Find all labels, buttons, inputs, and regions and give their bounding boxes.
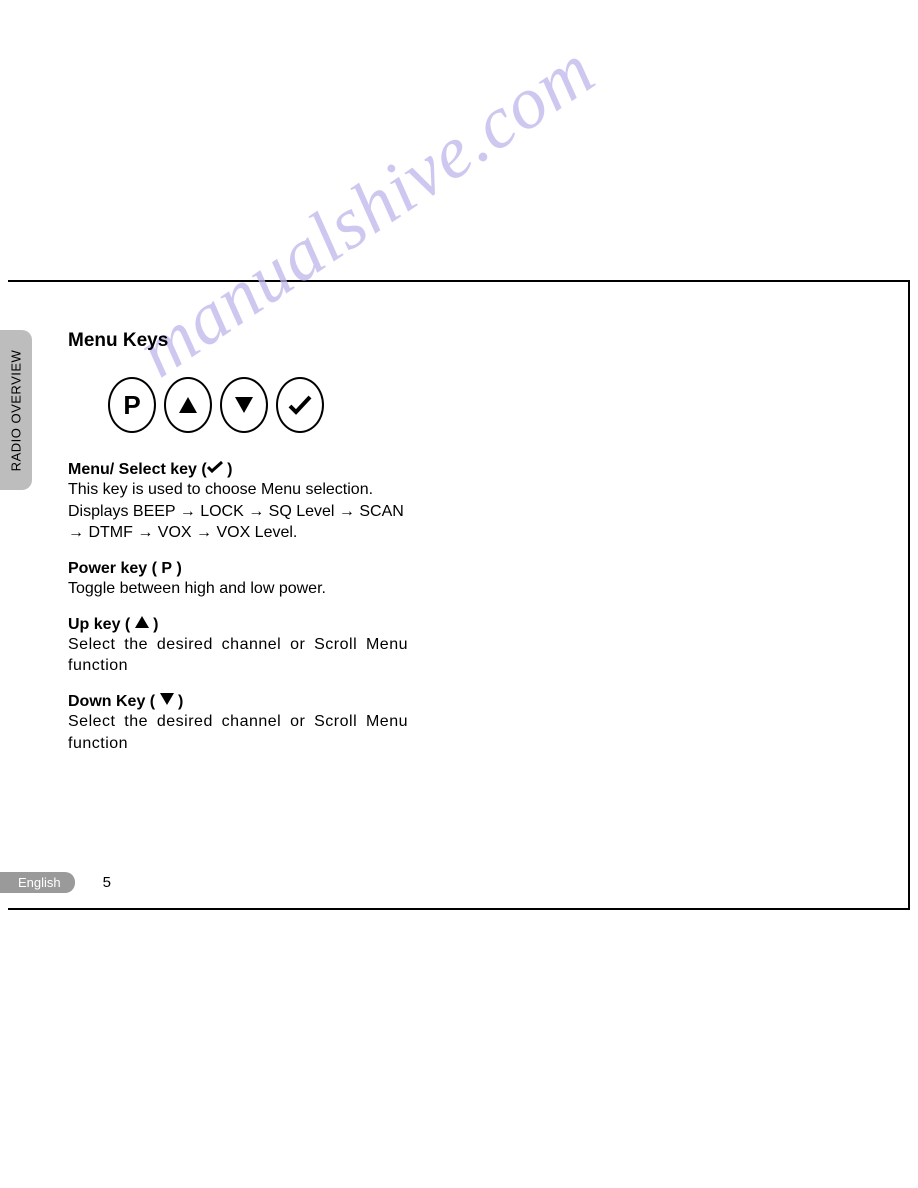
section-title: Menu Keys — [68, 330, 828, 352]
up-key-desc: Select the desired channel or Scroll Men… — [68, 634, 408, 677]
menu-select-block: Menu/ Select key ( ) This key is used to… — [68, 461, 408, 544]
down-key-heading: Down Key ( ) — [68, 693, 408, 711]
up-key-heading: Up key ( ) — [68, 616, 408, 634]
up-key-icon — [164, 377, 212, 433]
power-key-heading-suffix: ) — [172, 560, 182, 577]
side-tab-radio-overview: RADIO OVERVIEW — [0, 330, 32, 490]
down-key-desc: Select the desired channel or Scroll Men… — [68, 711, 408, 754]
menu-select-desc2: Displays BEEP → LOCK → SQ Level → SCAN →… — [68, 501, 408, 544]
menu-select-heading-prefix: Menu/ Select key ( — [68, 461, 207, 478]
language-pill: English — [0, 872, 75, 893]
power-key-heading: Power key ( P ) — [68, 560, 408, 578]
p-key-label: P — [123, 390, 140, 421]
triangle-up-icon — [135, 615, 149, 633]
up-key-block: Up key ( ) Select the desired channel or… — [68, 616, 408, 677]
check-key-icon — [276, 377, 324, 433]
power-key-desc: Toggle between high and low power. — [68, 578, 408, 600]
side-tab-label: RADIO OVERVIEW — [9, 349, 24, 471]
down-key-block: Down Key ( ) Select the desired channel … — [68, 693, 408, 754]
down-key-heading-prefix: Down Key ( — [68, 693, 160, 710]
down-key-icon — [220, 377, 268, 433]
up-key-heading-suffix: ) — [149, 616, 159, 633]
menu-select-heading-suffix: ) — [223, 461, 233, 478]
up-key-heading-prefix: Up key ( — [68, 616, 135, 633]
power-key-block: Power key ( P ) Toggle between high and … — [68, 560, 408, 600]
p-key-icon: P — [108, 377, 156, 433]
triangle-down-icon — [160, 692, 174, 710]
check-icon — [207, 460, 223, 478]
menu-select-heading: Menu/ Select key ( ) — [68, 461, 408, 479]
power-key-heading-prefix: Power key ( — [68, 560, 161, 577]
menu-select-desc1: This key is used to choose Menu selectio… — [68, 479, 408, 501]
power-key-heading-mid: P — [161, 560, 172, 577]
page-number: 5 — [103, 874, 111, 891]
page-footer: English 5 — [0, 872, 111, 893]
menu-keys-row: P — [108, 377, 828, 433]
down-key-heading-suffix: ) — [174, 693, 184, 710]
content-area: Menu Keys P Menu/ Select key ( ) This ke… — [68, 330, 828, 770]
